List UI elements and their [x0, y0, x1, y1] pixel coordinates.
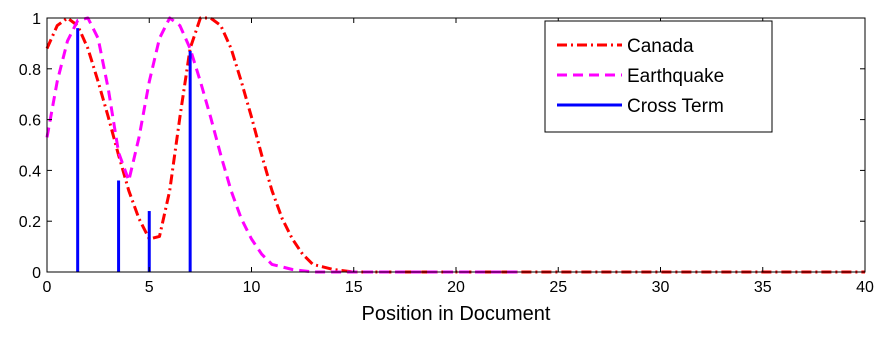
x-tick-label-4: 20: [447, 279, 465, 296]
legend-label-canada: Canada: [627, 36, 694, 57]
x-axis: 0 5 10 15 20 25 30 35 40: [43, 18, 874, 296]
legend: Canada Earthquake Cross Term: [544, 20, 773, 133]
y-tick-label-2: 0.4: [19, 163, 41, 180]
x-axis-title: Position in Document: [362, 303, 551, 325]
x-tick-label-2: 10: [243, 279, 261, 296]
y-tick-label-5: 1: [32, 11, 41, 28]
x-tick-label-8: 40: [856, 279, 874, 296]
legend-label-earthquake: Earthquake: [627, 66, 724, 87]
x-tick-label-7: 35: [754, 279, 772, 296]
legend-label-cross-term: Cross Term: [627, 96, 724, 117]
x-tick-label-6: 30: [652, 279, 670, 296]
x-tick-label-5: 25: [549, 279, 567, 296]
x-tick-label-3: 15: [345, 279, 363, 296]
y-axis: 0 0.2 0.4 0.6 0.8 1: [19, 11, 865, 282]
y-tick-label-4: 0.8: [19, 62, 41, 79]
x-tick-label-0: 0: [43, 279, 52, 296]
canada-line: [45, 16, 865, 274]
earthquake-line: [45, 16, 518, 274]
x-tick-label-1: 5: [145, 279, 154, 296]
series-layer: [45, 16, 865, 274]
y-tick-label-1: 0.2: [19, 214, 41, 231]
y-tick-label-0: 0: [32, 265, 41, 282]
y-tick-label-3: 0.6: [19, 113, 41, 130]
